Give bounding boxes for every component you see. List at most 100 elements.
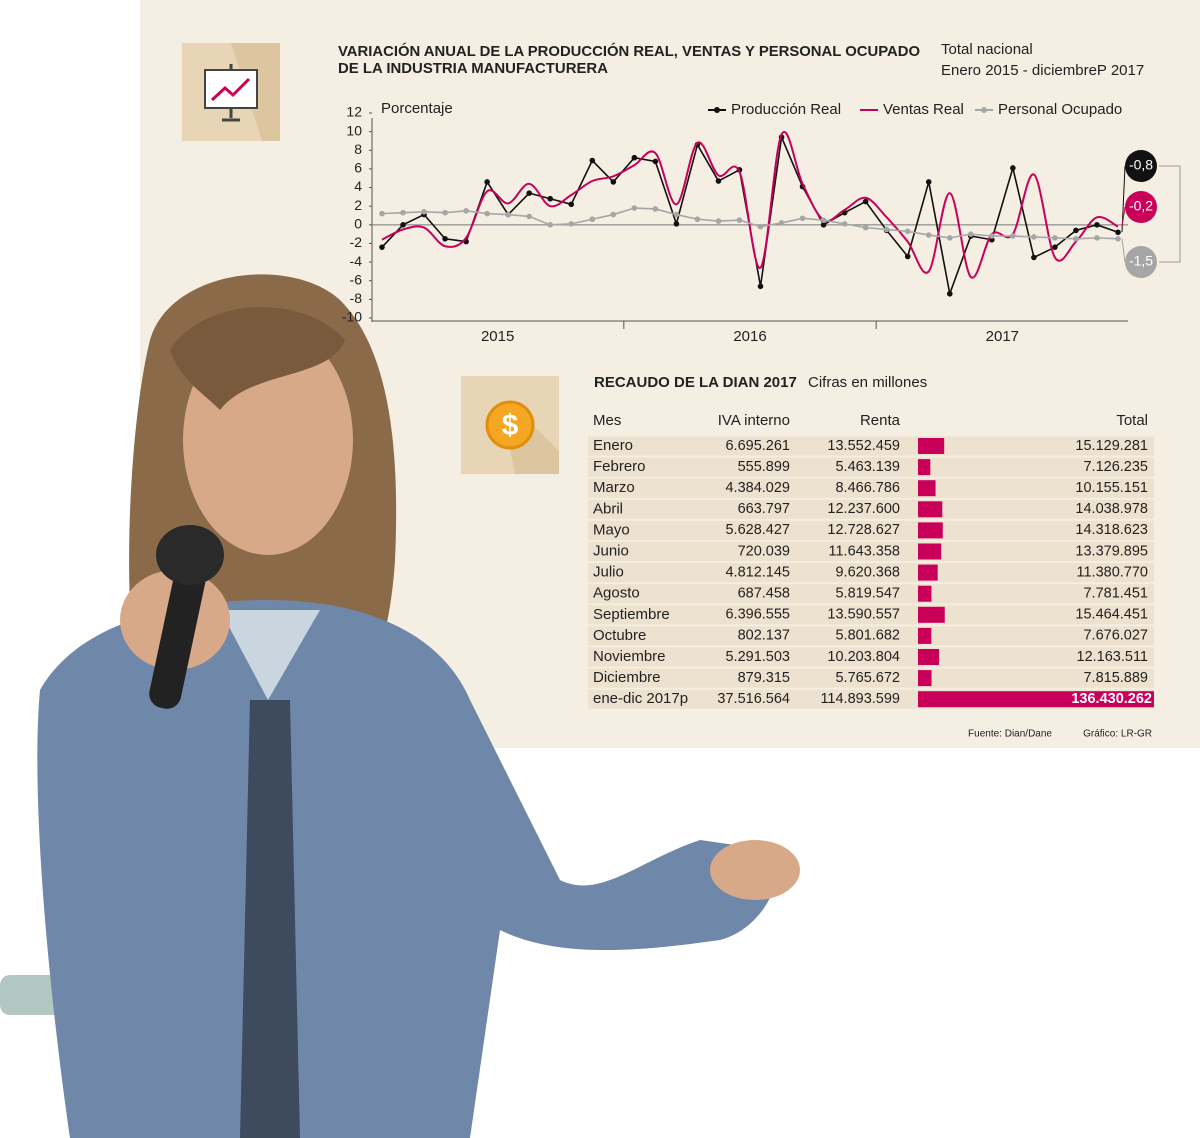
row-band: [588, 668, 1154, 688]
cell: 7.126.235: [1083, 459, 1148, 475]
cell: 12.163.511: [1077, 649, 1149, 665]
credit: Gráfico: LR-GR: [1083, 729, 1152, 740]
cell: 10.155.151: [1075, 480, 1148, 496]
point: [1010, 165, 1016, 171]
row-band: [588, 436, 1154, 456]
row-band: [588, 563, 1154, 583]
column-header: Mes: [593, 412, 621, 429]
y-tick-label: -6: [350, 271, 363, 287]
total-bar: [918, 585, 932, 602]
point: [715, 218, 722, 224]
point: [1073, 235, 1079, 242]
legend-label: Producción Real: [731, 101, 841, 118]
y-tick-label: -10: [342, 309, 362, 325]
series-line: [381, 131, 1119, 279]
cell: 37.516.564: [717, 691, 790, 707]
cell: 5.765.672: [835, 670, 900, 686]
row-label: Febrero: [593, 458, 646, 475]
point: [400, 209, 406, 216]
total-bar: [918, 691, 1154, 708]
point: [904, 253, 911, 260]
point: [652, 158, 659, 165]
row-label: Julio: [593, 564, 624, 581]
point: [610, 179, 617, 185]
point: [757, 223, 764, 230]
row-label: Septiembre: [593, 606, 670, 623]
cell: 7.815.889: [1083, 670, 1148, 686]
y-tick-label: -8: [350, 290, 363, 306]
cell: 14.038.978: [1075, 501, 1148, 517]
cell: 12.237.600: [827, 501, 900, 517]
cell: 5.801.682: [835, 628, 900, 644]
point: [757, 283, 764, 290]
point: [505, 211, 511, 218]
point: [1031, 254, 1037, 261]
cell: 7.781.451: [1083, 586, 1148, 602]
point: [442, 209, 448, 216]
cell: 687.458: [738, 586, 790, 602]
point: [946, 235, 953, 241]
total-bar: [918, 627, 932, 644]
row-label: Noviembre: [593, 648, 666, 665]
cell: 15.129.281: [1075, 438, 1148, 454]
point: [568, 221, 575, 227]
point: [778, 220, 785, 226]
row-band: [588, 541, 1154, 562]
title: VARIACIÓN ANUAL DE LA PRODUCCIÓN REAL, V…: [338, 42, 920, 77]
y-tick-label: 2: [354, 197, 362, 213]
cell: 13.590.557: [827, 607, 900, 623]
point: [1094, 222, 1100, 228]
cell: 8.466.786: [835, 480, 900, 496]
point: [484, 179, 490, 185]
total-bar: [918, 649, 940, 665]
cell: 879.315: [738, 670, 790, 686]
series-line: [381, 207, 1119, 240]
row-label: Octubre: [593, 627, 646, 644]
point: [568, 201, 575, 208]
row-band: [588, 626, 1154, 646]
cell: 6.396.555: [725, 607, 790, 623]
point: [925, 179, 932, 185]
point: [862, 198, 869, 205]
cell: 802.137: [738, 628, 790, 644]
point: [904, 228, 911, 235]
point: [547, 222, 554, 228]
row-band: [588, 478, 1154, 498]
y-tick-label: 0: [354, 216, 362, 232]
legend-label: Personal Ocupado: [998, 101, 1122, 118]
total-bar: [918, 459, 931, 476]
cell: 555.899: [738, 459, 790, 475]
row-label: Mayo: [593, 521, 630, 538]
cell: 10.203.804: [827, 649, 900, 665]
photo: [0, 274, 800, 1138]
column-header: Renta: [860, 412, 901, 429]
legend-marker: [714, 107, 720, 113]
point: [442, 235, 448, 242]
cell: 5.819.547: [835, 586, 900, 602]
total-bar: [918, 522, 943, 539]
end-badge: [1125, 191, 1157, 223]
point: [989, 233, 995, 239]
total-bar: [918, 670, 932, 687]
cell: 15.464.451: [1075, 607, 1148, 623]
row-label: Abril: [593, 500, 623, 517]
total-bar: [918, 543, 942, 560]
subtitle: Enero 2015 - diciembreP 2017: [941, 62, 1144, 79]
row-label: Enero: [593, 437, 633, 454]
point: [1115, 235, 1121, 242]
cell: 7.676.027: [1083, 628, 1148, 644]
y-axis-label: Porcentaje: [381, 100, 453, 117]
cell: 9.620.368: [835, 564, 900, 580]
y-tick-label: -4: [350, 253, 363, 269]
cell: 114.893.599: [820, 691, 900, 707]
point: [400, 222, 406, 228]
point: [526, 190, 532, 196]
point: [589, 157, 596, 164]
total-bar: [918, 501, 943, 518]
cell: 12.728.627: [827, 522, 900, 538]
point: [631, 205, 638, 211]
point: [715, 178, 722, 184]
row-label: Marzo: [593, 479, 635, 496]
point: [862, 224, 869, 231]
point: [610, 211, 617, 218]
